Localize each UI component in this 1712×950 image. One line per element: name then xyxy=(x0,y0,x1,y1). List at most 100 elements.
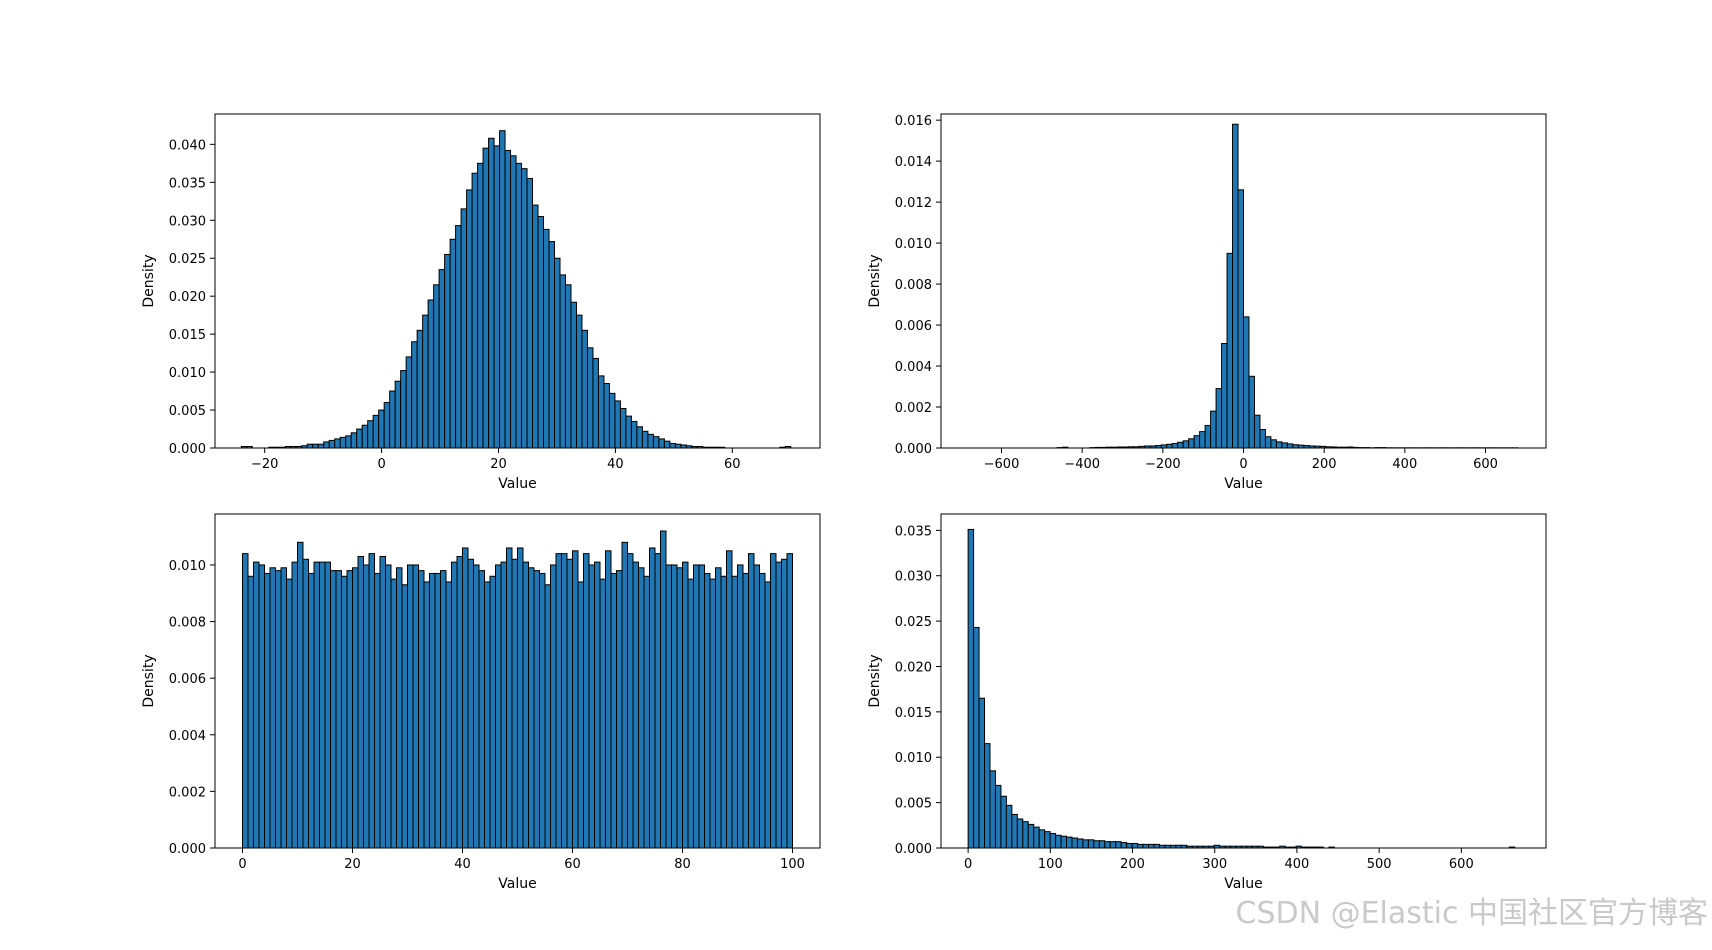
y-tick-label: 0.015 xyxy=(895,706,932,721)
histogram-bar xyxy=(973,626,980,849)
histogram-bar xyxy=(693,564,700,849)
histogram-bar xyxy=(555,553,562,849)
histogram-bar xyxy=(242,553,249,849)
histogram-bar xyxy=(726,550,733,849)
histogram-bar xyxy=(1109,841,1117,849)
histogram-bar xyxy=(764,581,771,849)
x-tick-label: 200 xyxy=(1120,857,1145,872)
histogram-bar xyxy=(1038,829,1046,849)
y-tick-label: 0.040 xyxy=(169,138,206,153)
histogram-bar xyxy=(264,572,271,849)
histogram-bar xyxy=(610,572,617,849)
histogram-bar xyxy=(731,575,738,849)
histogram-bar xyxy=(1166,443,1173,449)
x-tick-label: 400 xyxy=(1285,857,1310,872)
histogram-bar xyxy=(566,558,573,849)
histogram-bar xyxy=(616,570,623,849)
histogram-bar xyxy=(1275,441,1283,449)
y-tick-label: 0.005 xyxy=(169,404,206,419)
histogram-bar xyxy=(548,241,556,449)
histogram-bar xyxy=(374,572,381,849)
histogram-bar xyxy=(1226,252,1234,449)
histogram-bar xyxy=(676,567,683,849)
x-tick-label: 20 xyxy=(344,857,361,872)
histogram-bar xyxy=(306,443,314,449)
histogram-bar xyxy=(583,553,590,849)
histogram-bar xyxy=(619,408,627,449)
x-tick-label: 60 xyxy=(564,857,581,872)
histogram-bar xyxy=(434,572,441,849)
histogram-bar xyxy=(720,575,727,849)
histogram-bar xyxy=(1286,443,1294,449)
histogram-bar xyxy=(559,274,566,449)
histogram-bar xyxy=(643,575,650,849)
histogram-bar xyxy=(504,149,512,449)
histogram-bar xyxy=(484,581,491,849)
histogram-bar xyxy=(400,370,407,449)
histogram-bar xyxy=(1253,414,1261,449)
histogram-bar xyxy=(1264,436,1272,449)
x-axis-label: Value xyxy=(498,876,536,892)
histogram-bar xyxy=(379,555,386,849)
histogram-bar xyxy=(356,428,363,449)
subplot-1: −20 0 20 40 60 0.000 0.005 0.010 0.015 0.020 0.025… xyxy=(141,113,821,492)
histogram-bar xyxy=(312,443,319,449)
histogram-bar xyxy=(515,162,523,449)
histogram-bar xyxy=(709,578,716,849)
x-tick-label: −600 xyxy=(984,457,1020,472)
histogram-bar xyxy=(488,137,495,449)
histogram-bar xyxy=(561,553,568,849)
histogram-bar xyxy=(570,301,577,449)
y-tick-label: 0.006 xyxy=(895,319,932,334)
x-tick-label: 100 xyxy=(1038,857,1063,872)
y-tick-label: 0.010 xyxy=(169,559,206,574)
histogram-bar xyxy=(665,564,672,849)
subplot-3: 0 20 40 60 80 100 0.000 0.002 0.004 0.006 0.008 0.0… xyxy=(141,513,821,892)
histogram-bar xyxy=(339,436,347,449)
histogram-bar xyxy=(368,553,375,849)
histogram-bars xyxy=(242,530,793,849)
histogram-bar xyxy=(412,564,419,849)
histogram-bar xyxy=(537,215,545,449)
histogram-bar xyxy=(478,570,485,849)
histogram-bar xyxy=(1055,834,1062,849)
histogram-bar xyxy=(1270,439,1277,449)
y-tick-label: 0.030 xyxy=(169,214,206,229)
histogram-bar xyxy=(396,567,403,849)
histogram-bar xyxy=(350,432,358,449)
histogram-bar xyxy=(422,314,429,449)
histogram-bar xyxy=(317,443,325,449)
x-tick-label: 600 xyxy=(1473,457,1498,472)
histogram-bar xyxy=(649,547,656,849)
histogram-bar xyxy=(526,178,534,449)
y-tick-label: 0.000 xyxy=(895,842,932,857)
x-tick-label: 0 xyxy=(377,457,385,472)
histogram-bar xyxy=(564,284,572,449)
x-tick-label: 600 xyxy=(1449,857,1474,872)
y-axis-label: Density xyxy=(867,654,883,707)
histogram-bar xyxy=(654,553,661,849)
histogram-bar xyxy=(663,440,671,449)
x-tick-label: 100 xyxy=(780,857,805,872)
histogram-bar xyxy=(444,253,451,449)
histogram-bar xyxy=(660,530,667,849)
y-tick-label: 0.004 xyxy=(169,729,206,744)
histogram-bar xyxy=(493,145,501,449)
histogram-bar xyxy=(324,561,331,849)
histogram-bar xyxy=(383,401,391,449)
histogram-bar xyxy=(1248,375,1255,449)
histogram-bar xyxy=(1076,838,1084,849)
x-tick-label: 200 xyxy=(1312,457,1337,472)
histogram-bar xyxy=(539,572,546,849)
x-tick-label: 60 xyxy=(724,457,741,472)
histogram-bar xyxy=(467,558,474,849)
x-tick-label: −20 xyxy=(251,457,278,472)
histogram-bar xyxy=(471,172,479,449)
histogram-bar xyxy=(1126,842,1133,849)
histogram-bar xyxy=(346,570,353,849)
y-tick-label: 0.020 xyxy=(169,290,206,305)
histogram-bar xyxy=(253,561,260,849)
axes-frame xyxy=(214,513,821,849)
histogram-bar xyxy=(372,414,380,449)
